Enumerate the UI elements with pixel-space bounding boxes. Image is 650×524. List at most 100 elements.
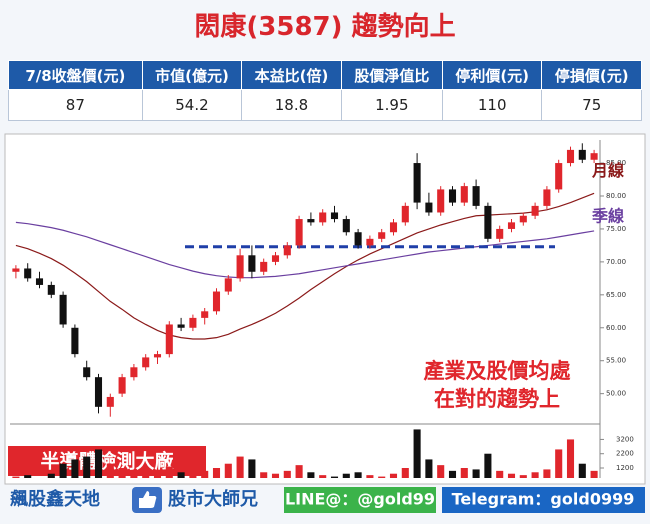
volume-bar (578, 463, 586, 478)
candle-body (484, 205, 492, 239)
column-header: 股價淨值比 (340, 60, 443, 90)
cell: 75 (541, 89, 642, 121)
volume-bar (94, 449, 103, 478)
y-tick-label: 60.00 (606, 324, 626, 332)
volume-bar (366, 475, 374, 478)
volume-bar (543, 469, 551, 478)
moving-average (15, 221, 595, 279)
candle-body (271, 255, 280, 262)
volume-bar (59, 463, 67, 478)
volume-bar (71, 459, 79, 478)
column-header: 7/8收盤價(元) (8, 60, 143, 90)
candle-body (354, 232, 362, 246)
candle-body (295, 219, 303, 246)
volume-bar (165, 466, 173, 478)
volume-bar (248, 459, 256, 478)
volume-bar (47, 473, 55, 478)
y-tick-label: 70.00 (606, 258, 626, 266)
y-tick-label: 55.00 (606, 357, 626, 365)
volume-tick-label: 2200 (616, 450, 634, 458)
volume-bar (342, 473, 350, 478)
volume-tick-label: 3200 (616, 435, 634, 443)
volume-bar (307, 472, 315, 478)
candle-body (130, 367, 138, 378)
candle-body (71, 327, 79, 355)
volume-bar (378, 476, 386, 478)
candle-body (83, 367, 91, 378)
candle-body (94, 377, 103, 407)
cell: 18.8 (241, 89, 342, 121)
telegram-box (442, 487, 645, 513)
volume-bar (590, 470, 598, 478)
volume-bar (83, 456, 91, 478)
y-tick-label: 75.00 (606, 225, 626, 233)
volume-bar (472, 469, 480, 478)
volume-bar (507, 473, 516, 478)
candle-body (590, 153, 598, 160)
candle-body (24, 268, 32, 279)
candle-body (543, 189, 551, 206)
candle-body (472, 186, 480, 206)
candle-body (189, 317, 197, 328)
volume-bar (531, 472, 539, 478)
volume-bar (12, 476, 20, 478)
candle-body (212, 291, 221, 312)
volume-bar (354, 472, 362, 478)
y-tick-label: 85.00 (606, 159, 626, 167)
stock-table: 7/8收盤價(元) 市值(億元) 本益比(倍) 股價淨值比 停利價(元) 停損價(元) 8… (8, 60, 642, 121)
header-row: 7/8收盤價(元) 市值(億元) 本益比(倍) 股價淨值比 停利價(元) 停損價(元) (8, 60, 642, 90)
candle-body (555, 163, 563, 190)
volume-bar (519, 475, 527, 478)
volume-tick-label: 1200 (616, 464, 634, 472)
candle-body (35, 278, 44, 285)
y-tick-label: 50.00 (606, 390, 626, 398)
footer-brand: 飆股鑫天地 (10, 488, 100, 510)
candle-body (201, 311, 209, 318)
annotation: 產業及股價均處 (424, 359, 571, 383)
candle-body (448, 189, 457, 203)
candle-body (106, 396, 114, 407)
thumb-shape (139, 491, 157, 508)
column-header: 停損價(元) (541, 60, 642, 90)
legend-label: 月線 (591, 161, 624, 180)
candle-body (389, 222, 398, 233)
volume-bar (142, 472, 150, 478)
legend-label: 季線 (591, 206, 624, 225)
candle-body (153, 354, 162, 358)
candle-body (177, 324, 185, 328)
volume-bar (271, 473, 280, 478)
volume-bar (425, 459, 433, 478)
volume-bar (212, 468, 221, 478)
candle-body (118, 377, 126, 394)
line-box (284, 487, 436, 513)
candle-body (142, 357, 150, 368)
volume-bar (460, 468, 468, 478)
volume-bar (496, 470, 504, 478)
volume-bar (201, 470, 209, 478)
volume-bar (118, 468, 126, 478)
candle-body (307, 219, 315, 223)
candle-body (47, 284, 55, 295)
volume-bar (566, 439, 575, 478)
volume-bar (330, 476, 339, 478)
volume-bar (437, 465, 445, 478)
volume-bar (177, 472, 185, 478)
candle-body (260, 261, 268, 272)
candle-body (401, 205, 409, 223)
candle-body (342, 219, 350, 233)
volume-bar (189, 473, 197, 478)
candle-body (366, 238, 374, 246)
volume-bar (153, 475, 162, 478)
candle-body (319, 212, 327, 223)
candle-body (248, 255, 256, 272)
candle-body (378, 232, 386, 239)
volume-bar (224, 463, 232, 478)
page-title: 閎康(3587) 趨勢向上 (194, 12, 456, 42)
candle-body (507, 222, 516, 229)
candle-body (224, 278, 232, 292)
telegram-id: Telegram：gold0999 (452, 490, 635, 509)
volume-bar (236, 456, 244, 478)
candle-body (531, 205, 539, 216)
